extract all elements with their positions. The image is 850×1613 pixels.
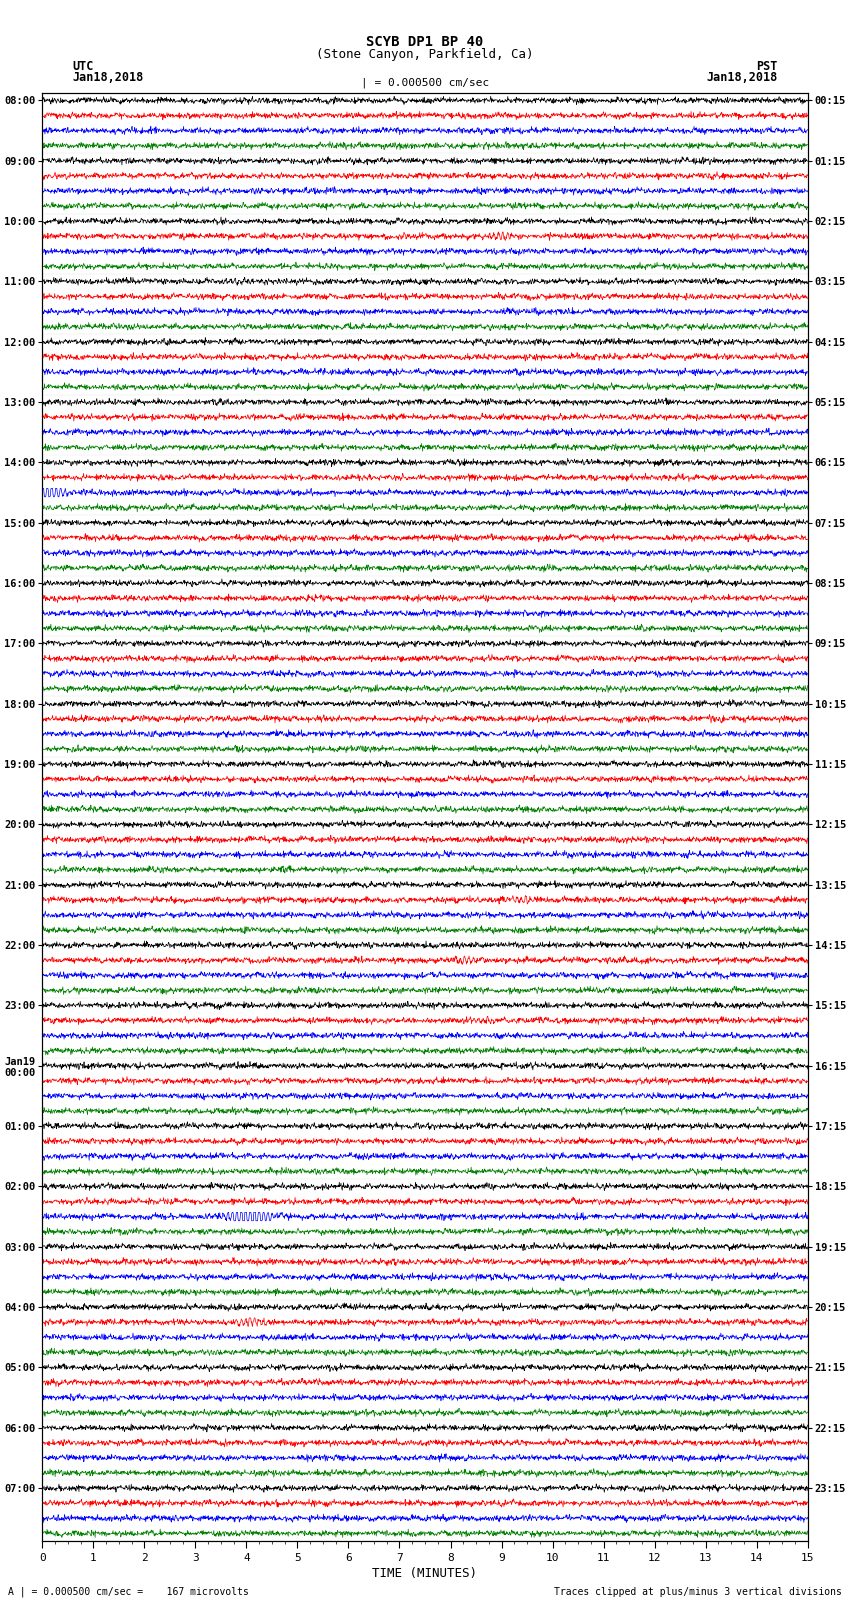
- Text: PST: PST: [756, 60, 778, 73]
- Text: (Stone Canyon, Parkfield, Ca): (Stone Canyon, Parkfield, Ca): [316, 48, 534, 61]
- Text: Jan18,2018: Jan18,2018: [72, 71, 144, 84]
- X-axis label: TIME (MINUTES): TIME (MINUTES): [372, 1566, 478, 1579]
- Text: SCYB DP1 BP 40: SCYB DP1 BP 40: [366, 35, 484, 50]
- Text: A | = 0.000500 cm/sec =    167 microvolts: A | = 0.000500 cm/sec = 167 microvolts: [8, 1586, 249, 1597]
- Text: Jan18,2018: Jan18,2018: [706, 71, 778, 84]
- Text: Traces clipped at plus/minus 3 vertical divisions: Traces clipped at plus/minus 3 vertical …: [553, 1587, 842, 1597]
- Text: | = 0.000500 cm/sec: | = 0.000500 cm/sec: [361, 77, 489, 89]
- Text: UTC: UTC: [72, 60, 94, 73]
